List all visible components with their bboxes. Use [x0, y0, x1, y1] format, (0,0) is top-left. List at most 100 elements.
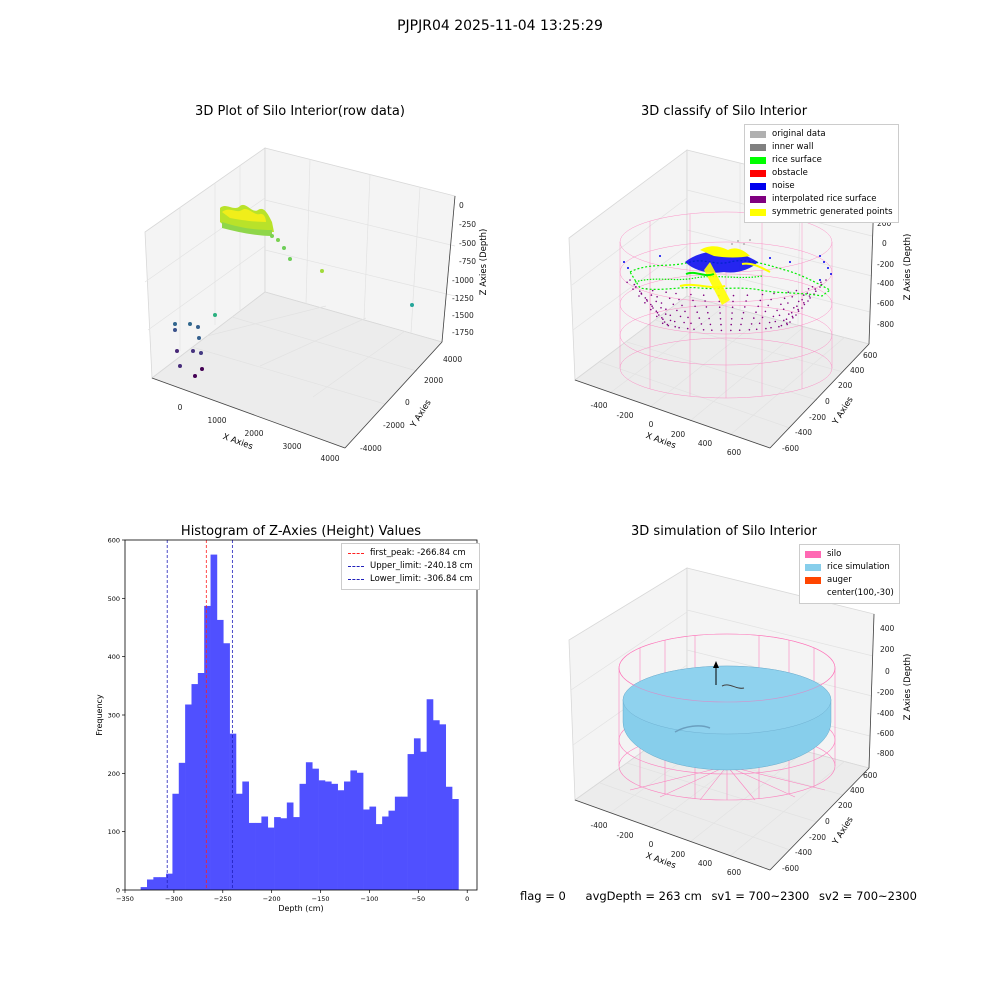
interpolated-point [809, 297, 811, 299]
legend-item-interpolated: interpolated rice surface [750, 193, 893, 206]
plot2-interpolated-points [626, 279, 827, 332]
interpolated-point [792, 317, 794, 319]
interpolated-point [661, 322, 664, 325]
histogram-bar [204, 605, 211, 890]
interpolated-point [652, 307, 654, 309]
interpolated-point [767, 304, 769, 307]
interpolated-point [761, 316, 764, 319]
plot4-ztick: -400 [877, 709, 894, 718]
interpolated-point [791, 315, 794, 318]
histogram-bar [286, 802, 294, 890]
legend-line [348, 566, 364, 567]
interpolated-point [650, 294, 653, 296]
interpolated-point [660, 307, 662, 309]
histogram-bar [166, 873, 173, 890]
interpolated-point [758, 322, 761, 325]
interpolated-point [759, 299, 762, 302]
plot2-ytick: -600 [782, 444, 799, 453]
plot2-xtick: 200 [671, 430, 686, 439]
plot1-ztick: -750 [459, 257, 476, 266]
plot1-ytick: -2000 [383, 421, 405, 430]
interpolated-point [797, 300, 800, 303]
interpolated-point [744, 306, 746, 308]
plot4-zlabel: Z Axies (Depth) [903, 654, 913, 721]
interpolated-point [704, 300, 706, 302]
interpolated-point [686, 327, 689, 330]
interpolated-point [819, 286, 821, 288]
legend-item-original-data: original data [750, 128, 893, 141]
interpolated-point [820, 281, 822, 284]
plot1-ylabel: Y Axies [408, 398, 434, 431]
histogram-bar [375, 824, 383, 890]
interpolated-point [702, 329, 705, 331]
legend-swatch [750, 170, 766, 177]
interpolated-point [640, 293, 643, 295]
interpolated-point [730, 329, 732, 332]
histogram-bar [439, 724, 447, 890]
histogram-bar [394, 796, 402, 890]
interpolated-point [745, 300, 747, 302]
y-tick-label: 100 [108, 828, 120, 836]
interpolated-point [730, 323, 732, 326]
interpolated-point [811, 286, 814, 288]
histogram-bars [140, 554, 459, 890]
plot2-ylabel: Y Axies [830, 395, 856, 428]
interpolated-point [651, 289, 654, 292]
y-tick-label: 600 [108, 537, 120, 545]
plot1-xtick: 2000 [244, 429, 263, 438]
histogram-bar [407, 754, 415, 890]
legend-item-upper-limit: Upper_limit: -240.18 cm [348, 560, 473, 573]
plot2-ztick: -400 [877, 279, 894, 288]
interpolated-point [782, 308, 785, 311]
interpolated-point [768, 321, 771, 324]
y-tick-label: 0 [116, 887, 120, 895]
interpolated-point [665, 291, 667, 294]
interpolated-point [774, 320, 777, 323]
plot2-ztick: -200 [877, 260, 894, 269]
plot1-ytick: 0 [405, 398, 410, 407]
plot1-ztick: -1250 [452, 294, 474, 303]
interpolated-point [681, 304, 683, 307]
histogram-bar [229, 733, 237, 890]
interpolated-point [757, 305, 759, 308]
plot4-axes: -400 -200 0 200 400 600 X Axies -600 -40… [568, 567, 913, 877]
interpolated-point [650, 303, 652, 306]
interpolated-point [656, 315, 658, 318]
plot2-ytick: 200 [838, 381, 853, 390]
histogram-bar [242, 781, 249, 890]
interpolated-point [803, 302, 805, 304]
interpolated-point [679, 315, 682, 318]
interpolated-point [684, 310, 686, 313]
interpolated-point [732, 300, 734, 303]
interpolated-point [678, 326, 680, 329]
interpolated-point [742, 311, 745, 314]
plot2-ztick: 200 [877, 219, 892, 228]
plot4-auger [713, 661, 745, 689]
interpolated-point [693, 328, 695, 331]
interpolated-point [738, 329, 741, 332]
histogram-bar [337, 790, 345, 890]
histogram-bar [350, 770, 358, 890]
interpolated-point [740, 323, 742, 326]
histogram-bar [413, 738, 421, 890]
interpolated-point [663, 321, 666, 323]
interpolated-point [662, 318, 664, 321]
plot2-ztick: -800 [877, 320, 894, 329]
interpolated-point [814, 288, 816, 290]
plot2-silo-wireframe [619, 211, 833, 399]
interpolated-point [707, 311, 709, 314]
plot1-grid [144, 158, 456, 405]
plot2-xtick: -200 [616, 411, 633, 420]
interpolated-point [658, 314, 660, 316]
legend-item-symmetric: symmetric generated points [750, 206, 893, 219]
interpolated-point [672, 303, 675, 306]
legend-item-center: center(100,-30) [805, 587, 894, 600]
plot1-title: 3D Plot of Silo Interior(row data) [195, 104, 405, 119]
x-tick-label: −200 [263, 895, 281, 903]
interpolated-point [629, 279, 631, 281]
plot2-legend: original data inner wall rice surface ob… [744, 124, 899, 223]
histogram-bar [452, 799, 459, 890]
plot2-ytick: 400 [850, 366, 865, 375]
plot4-ztick: -200 [877, 688, 894, 697]
legend-item-auger: auger [805, 574, 894, 587]
